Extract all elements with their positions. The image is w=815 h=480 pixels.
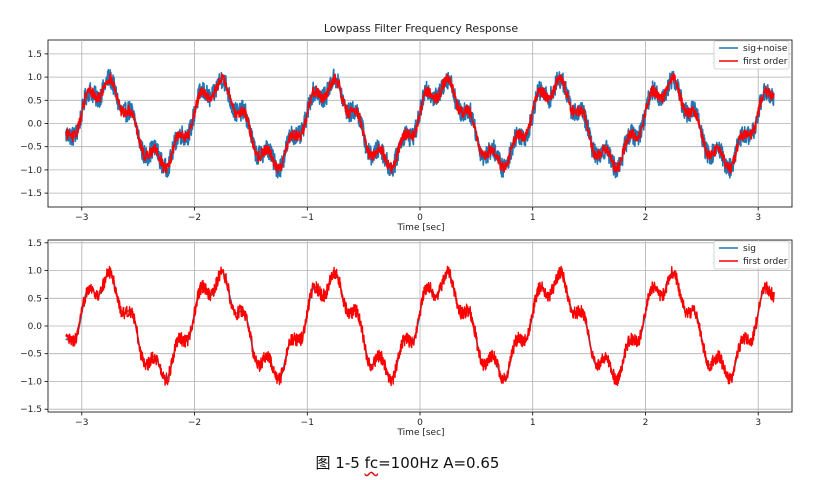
grid	[48, 240, 792, 412]
y-tick-label: 1.5	[28, 50, 42, 60]
y-tick-label: 0.5	[28, 294, 42, 304]
y-tick-label: −1.0	[20, 378, 42, 388]
bottom-chart: −3 −2 −1 0 1 2 3 −1.5 −1.0 −0.5 0.0 0.5 1.0 1.5 Time…	[20, 239, 793, 438]
series-lines	[65, 68, 775, 179]
legend: sig+noise first order	[713, 40, 790, 70]
chart-title: Lowpass Filter Frequency Response	[324, 22, 518, 35]
x-tick-label: 2	[643, 418, 649, 428]
top-chart: Lowpass Filter Frequency Response −3 −2 −1…	[20, 22, 793, 233]
y-tick-label: 0.5	[28, 96, 42, 106]
caption-suffix: =100Hz A=0.65	[378, 454, 500, 472]
x-tick-labels: −3 −2 −1 0 1 2 3	[75, 207, 761, 223]
series-first-order	[65, 72, 775, 175]
series-lines	[65, 265, 775, 387]
y-tick-label: −1.5	[20, 405, 42, 415]
y-tick-labels: −1.5 −1.0 −0.5 0.0 0.5 1.0 1.5	[20, 50, 48, 199]
x-axis-label: Time [sec]	[396, 428, 444, 438]
x-tick-label: 3	[755, 418, 761, 428]
y-tick-label: 1.0	[28, 267, 43, 277]
caption-fc: fc	[364, 454, 379, 472]
y-tick-label: −1.0	[20, 166, 42, 176]
figure-caption: 图 1-5 fc=100Hz A=0.65	[0, 452, 815, 473]
caption-prefix: 图 1-5	[315, 454, 365, 472]
x-tick-label: 1	[530, 418, 536, 428]
x-tick-label: −3	[75, 213, 88, 223]
x-tick-label: 2	[643, 213, 649, 223]
x-tick-label: −2	[188, 418, 201, 428]
legend-label-sig: sig	[743, 244, 756, 254]
x-tick-label: −1	[301, 213, 314, 223]
y-tick-labels: −1.5 −1.0 −0.5 0.0 0.5 1.0 1.5	[20, 239, 48, 415]
x-tick-label: −2	[188, 213, 201, 223]
legend: sig first order	[713, 240, 790, 270]
x-tick-label: 3	[755, 213, 761, 223]
legend-label-first-order: first order	[743, 257, 788, 267]
y-tick-label: −1.5	[20, 189, 42, 199]
y-tick-label: 0.0	[28, 120, 43, 130]
y-tick-label: 0.0	[28, 322, 43, 332]
legend-label-first-order: first order	[743, 57, 788, 67]
x-tick-labels: −3 −2 −1 0 1 2 3	[75, 412, 761, 428]
x-tick-label: −1	[301, 418, 314, 428]
y-tick-label: 1.0	[28, 73, 43, 83]
legend-label-sig-noise: sig+noise	[743, 44, 788, 54]
x-tick-label: 0	[417, 213, 423, 223]
y-tick-label: 1.5	[28, 239, 42, 249]
x-axis-label: Time [sec]	[396, 223, 444, 233]
series-first-order	[65, 265, 775, 387]
x-tick-label: 1	[530, 213, 536, 223]
x-tick-label: 0	[417, 418, 423, 428]
figure: Lowpass Filter Frequency Response −3 −2 −1…	[20, 22, 793, 438]
y-tick-label: −0.5	[20, 350, 42, 360]
y-tick-label: −0.5	[20, 143, 42, 153]
x-tick-label: −3	[75, 418, 88, 428]
